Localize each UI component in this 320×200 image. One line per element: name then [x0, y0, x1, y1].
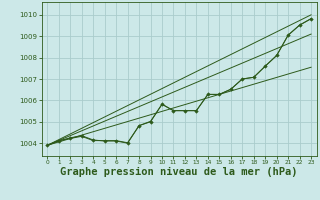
X-axis label: Graphe pression niveau de la mer (hPa): Graphe pression niveau de la mer (hPa)	[60, 167, 298, 177]
